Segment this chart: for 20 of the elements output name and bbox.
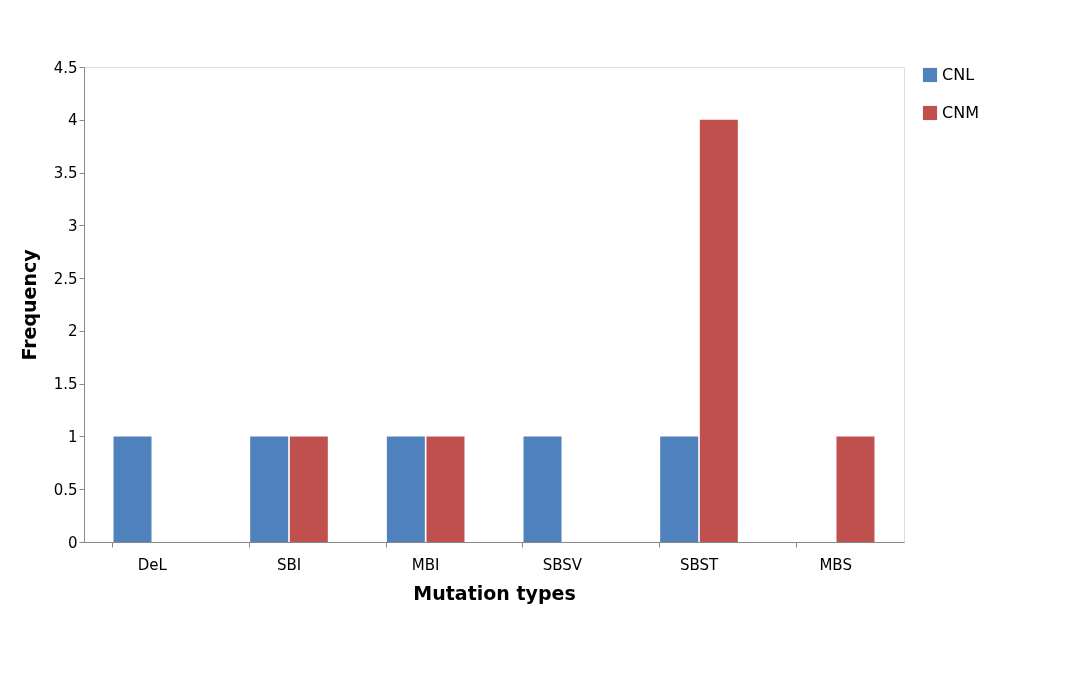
y-tick-label: 4.5 xyxy=(53,58,78,77)
y-tick-label: 1.5 xyxy=(53,375,78,394)
y-tick-label: 3.5 xyxy=(53,164,78,183)
x-axis-title: Mutation types xyxy=(413,581,576,604)
x-tick-label: MBI xyxy=(411,555,440,574)
y-axis-title: Frequency xyxy=(17,248,40,361)
legend-label: CNL xyxy=(942,65,975,84)
y-tick-label: 2.5 xyxy=(53,269,78,288)
x-tick-label: SBI xyxy=(276,555,302,574)
x-tick-label: SBST xyxy=(679,555,719,574)
y-tick-label: 4 xyxy=(67,111,78,130)
x-tick-label: MBS xyxy=(819,555,852,574)
legend-label: CNM xyxy=(942,103,979,122)
y-tick-label: 3 xyxy=(67,216,78,235)
x-tick-label: SBSV xyxy=(542,555,583,574)
y-tick-label: 1 xyxy=(67,427,78,446)
y-tick-label: 0.5 xyxy=(53,480,78,499)
y-tick-label: 2 xyxy=(67,322,78,341)
y-tick-label: 0 xyxy=(67,533,78,552)
x-tick-label: DeL xyxy=(137,555,168,574)
